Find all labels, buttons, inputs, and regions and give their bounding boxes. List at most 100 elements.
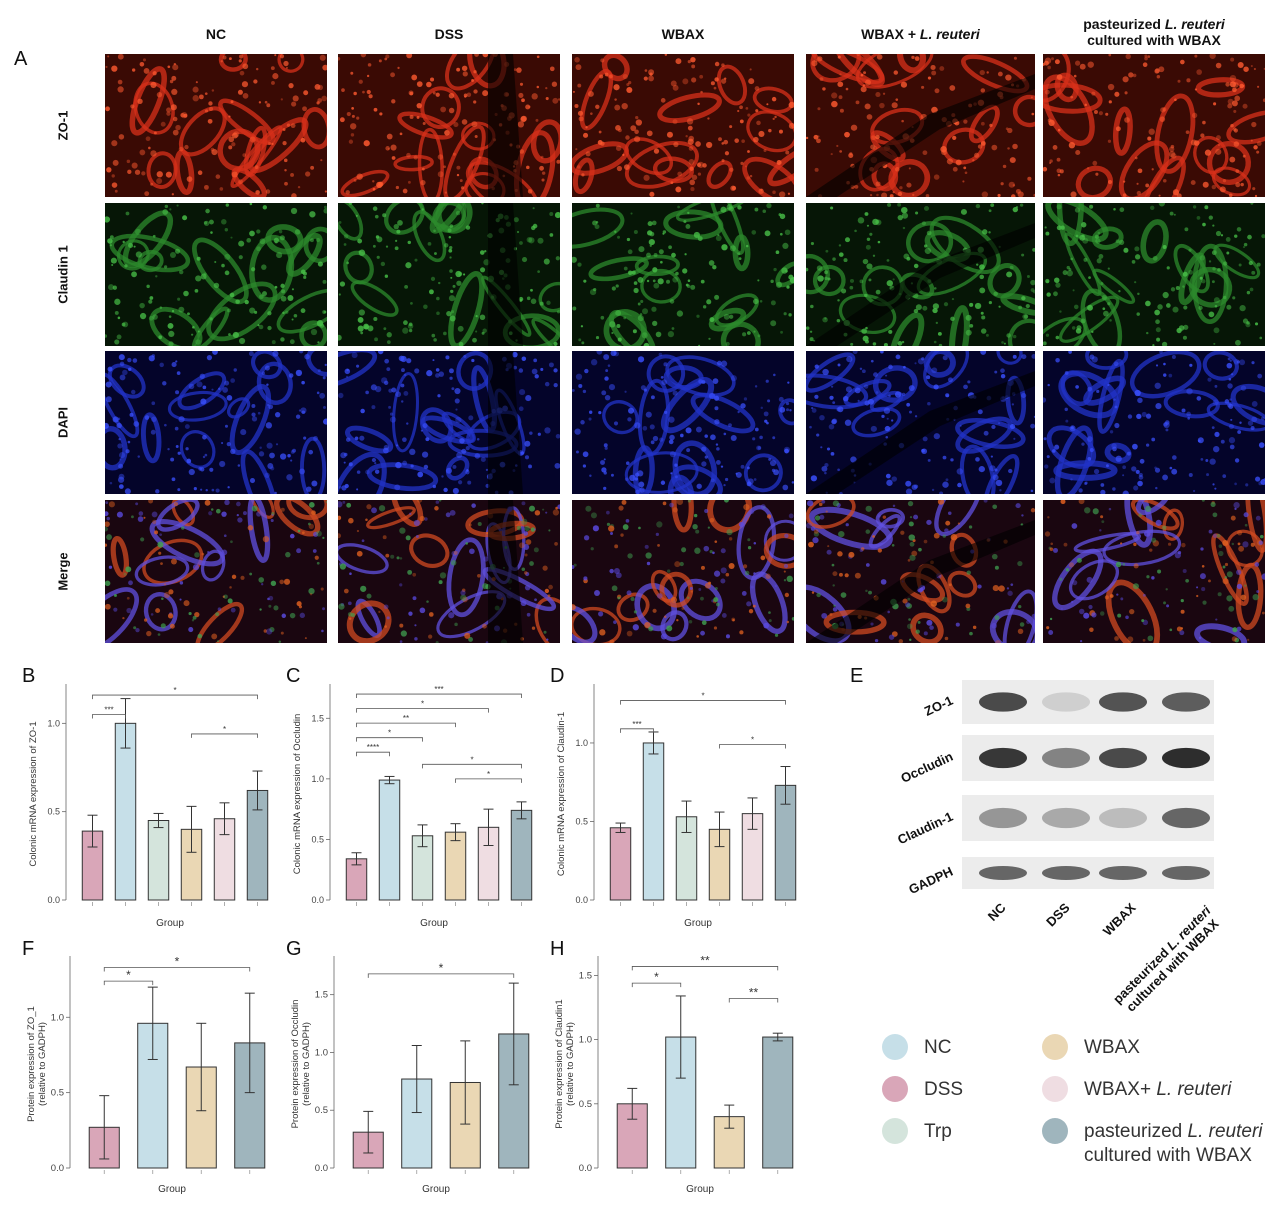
blot-bands — [979, 865, 1210, 881]
significance-bracket — [103, 967, 251, 972]
bar — [609, 827, 632, 901]
blot-band — [1099, 865, 1147, 881]
y-tick-label: 0.0 — [47, 895, 60, 905]
significance-bracket — [356, 751, 390, 757]
y-axis-label: Protein expression of Claudin1(relative … — [554, 999, 576, 1128]
significance-bracket — [719, 744, 786, 749]
panel-letter-f: F — [22, 938, 35, 960]
bar — [378, 779, 401, 901]
bar — [642, 742, 665, 901]
micrograph-tile — [338, 54, 560, 197]
significance-bracket — [92, 694, 258, 700]
micrograph-tile — [1043, 203, 1265, 346]
blot-band — [1042, 747, 1090, 769]
y-tick-label: 0.5 — [47, 807, 60, 817]
legend-swatch — [882, 1118, 908, 1144]
micrograph-tile — [572, 351, 794, 494]
column-header: pasteurized L. reuteri cultured with WBAX — [1083, 16, 1225, 48]
significance-bracket — [356, 722, 456, 728]
chart-g-occludin-protein: 0.0 0.5 1.0 1.5 * Group Protein expression of … — [290, 956, 530, 1195]
panel-letter-g: G — [286, 938, 302, 960]
y-tick-label: 0.0 — [315, 1163, 328, 1174]
y-tick-label: 0.5 — [575, 816, 588, 826]
significance-bracket — [356, 708, 489, 713]
y-tick-label: 1.0 — [311, 774, 324, 784]
panel-letter-d: D — [550, 665, 565, 687]
y-tick-label: 1.0 — [579, 1035, 592, 1046]
blot-band — [979, 692, 1027, 712]
blot-band — [1162, 747, 1210, 769]
blot-band — [979, 807, 1027, 829]
chart-f-zo1-protein: 0.0 0.5 1.0 * * Group Protein expression of ZO… — [26, 955, 266, 1195]
x-axis-label: Group — [420, 918, 448, 929]
blot-strip — [962, 680, 1214, 724]
significance-bracket — [103, 980, 154, 986]
significance-label: * — [175, 955, 180, 969]
legend-label: WBAX — [1084, 1037, 1140, 1058]
panel-letter-b: B — [22, 665, 36, 687]
significance-bracket — [620, 728, 654, 733]
significance-label: ** — [403, 714, 409, 723]
y-axis-label: Protein expression of Occludin(relative … — [290, 1000, 312, 1129]
significance-bracket — [728, 998, 779, 1003]
panel-letter-c: C — [286, 665, 301, 687]
significance-label: * — [470, 755, 473, 764]
blot-protein-label: Claudin-1 — [895, 808, 956, 848]
y-tick-label: 0.5 — [311, 834, 324, 844]
legend-swatch — [1042, 1076, 1068, 1102]
column-header: WBAX — [661, 26, 705, 42]
panel-letter-a: A — [14, 48, 28, 70]
significance-label: * — [487, 770, 490, 779]
column-header: NC — [205, 26, 227, 42]
row-header: ZO-1 — [55, 110, 71, 141]
micrograph-tile — [806, 54, 1035, 197]
y-tick-label: 0.0 — [51, 1163, 64, 1174]
y-tick-label: 1.5 — [315, 990, 328, 1001]
significance-label: * — [223, 725, 226, 734]
y-tick-label: 1.0 — [51, 1012, 64, 1023]
micrograph-tile — [105, 203, 327, 346]
significance-bracket — [191, 733, 258, 738]
significance-bracket — [92, 714, 126, 719]
row-header: DAPI — [55, 406, 71, 439]
blot-protein-label: Occludin — [898, 748, 956, 786]
significance-bracket — [356, 693, 522, 699]
y-tick-label: 0.5 — [51, 1088, 64, 1099]
y-axis-label: Colonic mRNA expression of Occludin — [292, 714, 303, 875]
y-tick-label: 0.0 — [311, 895, 324, 905]
blot-band — [1099, 692, 1147, 712]
micrograph-tile — [806, 203, 1035, 346]
y-tick-label: 1.0 — [47, 718, 60, 728]
panel-letter-e: E — [850, 665, 864, 687]
significance-label: ** — [700, 953, 710, 967]
bar — [147, 820, 170, 901]
blot-strip — [962, 857, 1214, 889]
y-axis-label: Protein expression of ZO_1(relative to G… — [26, 1006, 48, 1122]
y-tick-label: 1.5 — [579, 970, 592, 981]
legend-label: WBAX+ L. reuteri — [1084, 1079, 1232, 1100]
significance-label: *** — [632, 720, 641, 729]
micrograph-tile — [338, 203, 560, 346]
micrograph-tile — [1043, 351, 1265, 494]
y-tick-label: 1.5 — [311, 713, 324, 723]
legend-label: Trp — [924, 1121, 952, 1142]
micrograph-tile — [338, 500, 560, 643]
y-tick-label: 0.0 — [579, 1163, 592, 1174]
y-tick-label: 0.5 — [315, 1105, 328, 1116]
y-axis-label: Colonic mRNA expression of Claudin-1 — [556, 712, 567, 876]
blot-band — [1162, 865, 1210, 881]
x-axis-label: Group — [686, 1184, 714, 1195]
blot-band — [1042, 692, 1090, 712]
x-axis-label: Group — [158, 1184, 186, 1195]
legend-label: pasteurized L. reuteri cultured with WBAX — [1084, 1121, 1263, 1166]
bar — [510, 809, 533, 901]
micrograph-tile — [806, 500, 1035, 643]
blot-band — [1042, 807, 1090, 829]
significance-bracket — [631, 966, 779, 971]
panel-letter-h: H — [550, 938, 565, 960]
blot-strip — [962, 795, 1214, 841]
micrograph-tile — [338, 351, 560, 494]
y-tick-label: 1.0 — [575, 738, 588, 748]
